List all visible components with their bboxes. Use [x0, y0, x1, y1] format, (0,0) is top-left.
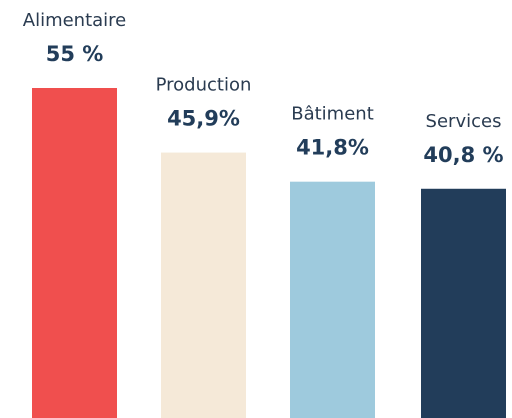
- bar: [161, 152, 246, 418]
- bar: [290, 181, 375, 418]
- value-label: 40,8 %: [423, 143, 503, 167]
- category-label: Alimentaire: [23, 10, 127, 31]
- value-label: 41,8%: [296, 136, 369, 160]
- category-label: Services: [426, 111, 502, 132]
- value-label: 45,9%: [167, 107, 240, 131]
- bar: [32, 88, 117, 418]
- value-label: 55 %: [46, 42, 104, 66]
- category-label: Production: [156, 75, 252, 96]
- category-label: Bâtiment: [291, 104, 374, 125]
- bar: [421, 188, 506, 418]
